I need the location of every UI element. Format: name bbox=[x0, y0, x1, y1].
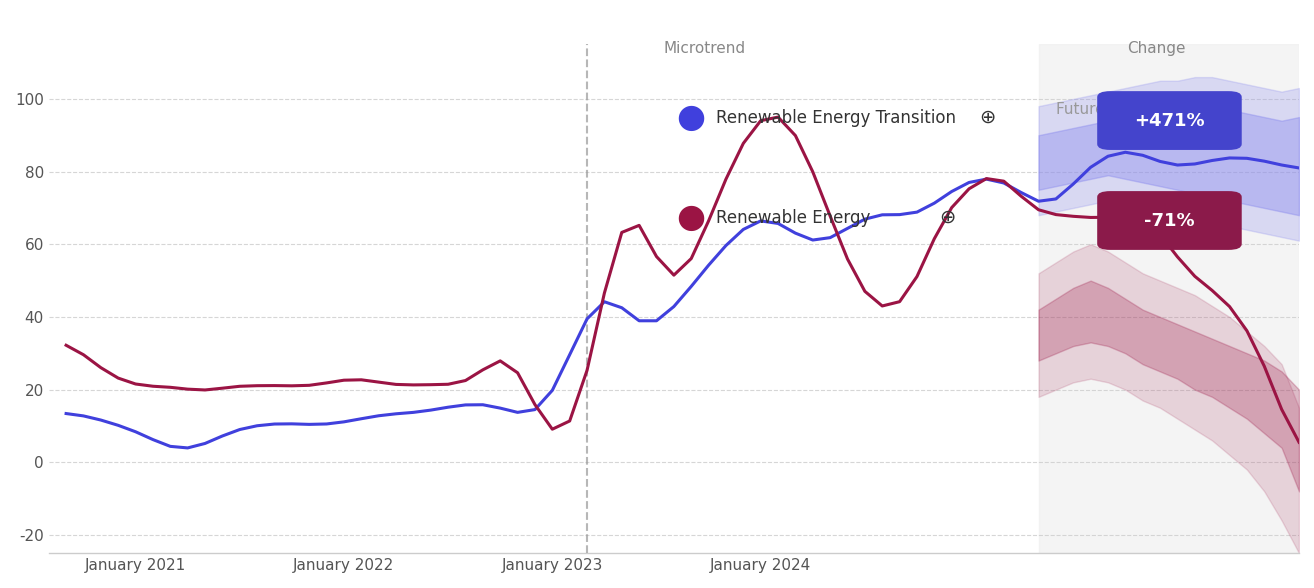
Text: Renewable Energy: Renewable Energy bbox=[716, 209, 870, 226]
Bar bbox=[1038, 45, 1300, 553]
Text: -71%: -71% bbox=[1144, 212, 1194, 229]
Text: ⊕: ⊕ bbox=[979, 108, 995, 127]
Text: Microtrend: Microtrend bbox=[664, 41, 746, 56]
Text: ●: ● bbox=[677, 201, 706, 234]
Text: Change: Change bbox=[1127, 41, 1185, 56]
Text: ●: ● bbox=[677, 101, 706, 134]
Text: Renewable Energy Transition: Renewable Energy Transition bbox=[716, 109, 957, 126]
Text: Future estimate: Future estimate bbox=[1056, 102, 1177, 118]
Text: ⊕: ⊕ bbox=[940, 208, 955, 227]
Text: +471%: +471% bbox=[1134, 112, 1205, 129]
